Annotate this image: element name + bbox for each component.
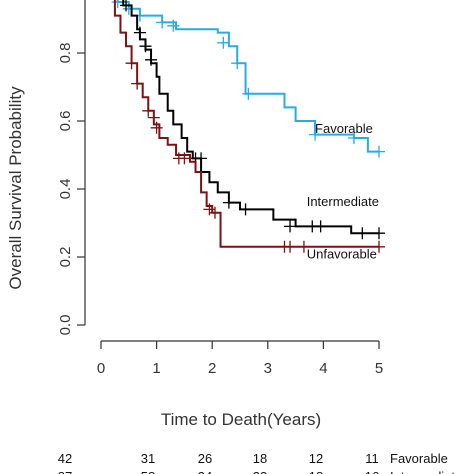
series-label-intermediate: Intermediate xyxy=(307,194,379,209)
censor-mark-favorable xyxy=(347,132,360,144)
risk-count: 18 xyxy=(253,451,267,466)
censor-mark-favorable xyxy=(156,16,169,29)
censor-mark-intermediate xyxy=(120,0,133,12)
y-tick-label: 0.6 xyxy=(57,111,74,132)
x-tick-label: 3 xyxy=(264,360,272,377)
censor-mark-unfavorable xyxy=(178,152,191,165)
x-axis-title: Time to Death(Years) xyxy=(161,410,321,429)
censor-mark-favorable xyxy=(231,57,244,70)
y-tick-label: 0.8 xyxy=(57,43,74,64)
risk-count: 34 xyxy=(198,469,212,474)
censor-mark-intermediate xyxy=(145,53,158,66)
censor-mark-intermediate xyxy=(284,220,297,233)
series-label-favorable: Favorable xyxy=(315,121,373,136)
censor-mark-unfavorable xyxy=(142,104,155,117)
risk-row-label: Intermediate xyxy=(390,469,462,474)
x-tick-label: 0 xyxy=(97,360,105,377)
y-axis-title: Overall Survival Probability xyxy=(6,86,25,290)
censor-mark-intermediate xyxy=(314,220,327,233)
censor-mark-intermediate xyxy=(195,152,208,165)
risk-count: 16 xyxy=(365,469,379,474)
risk-count: 26 xyxy=(198,451,212,466)
censor-mark-unfavorable xyxy=(131,77,144,90)
series-label-unfavorable: Unfavorable xyxy=(307,247,377,262)
risk-table: 42 31 26 18 12 11 Favorable 87 58 34 23 18 16 Interme… xyxy=(58,451,463,474)
y-tick-label: 0.0 xyxy=(57,315,74,336)
censor-mark-unfavorable xyxy=(297,240,310,253)
censor-mark-unfavorable xyxy=(208,206,221,219)
censor-mark-favorable xyxy=(217,36,230,49)
y-tick-label: 0.4 xyxy=(57,179,74,200)
risk-count: 31 xyxy=(141,451,155,466)
censor-mark-intermediate xyxy=(133,26,146,39)
censor-mark-favorable xyxy=(111,0,124,8)
censor-mark-intermediate xyxy=(373,227,385,240)
censor-mark-unfavorable xyxy=(147,111,160,124)
censor-mark-unfavorable xyxy=(150,121,163,134)
censor-mark-unfavorable xyxy=(125,57,138,70)
axes: 0.0 0.2 0.4 0.6 0.8 0 1 2 3 4 5 xyxy=(57,0,383,377)
censor-mark-intermediate xyxy=(356,227,369,240)
x-tick-label: 2 xyxy=(208,360,216,377)
censor-mark-unfavorable xyxy=(373,240,385,253)
risk-count: 11 xyxy=(365,451,379,466)
risk-count: 58 xyxy=(141,469,155,474)
y-tick-label: 0.2 xyxy=(57,247,74,268)
censor-mark-favorable xyxy=(167,19,180,32)
series-layer xyxy=(111,0,385,253)
censor-mark-intermediate xyxy=(139,40,152,53)
censor-mark-favorable xyxy=(309,128,322,141)
risk-count: 12 xyxy=(309,451,323,466)
x-tick-label: 4 xyxy=(319,360,327,377)
censor-mark-unfavorable xyxy=(284,240,297,253)
censor-mark-favorable xyxy=(373,145,385,158)
censor-mark-intermediate xyxy=(222,196,235,209)
risk-count: 42 xyxy=(58,451,72,466)
risk-count: 87 xyxy=(58,469,72,474)
risk-count: 18 xyxy=(309,469,323,474)
x-tick-label: 1 xyxy=(152,360,160,377)
x-tick-label: 5 xyxy=(375,360,383,377)
series-labels: Favorable Intermediate Unfavorable xyxy=(307,121,379,262)
censor-mark-favorable xyxy=(242,87,255,100)
series-line-unfavorable xyxy=(113,0,379,248)
risk-row-label: Favorable xyxy=(390,451,448,466)
censor-mark-intermediate xyxy=(239,203,252,216)
risk-count: 23 xyxy=(253,469,267,474)
